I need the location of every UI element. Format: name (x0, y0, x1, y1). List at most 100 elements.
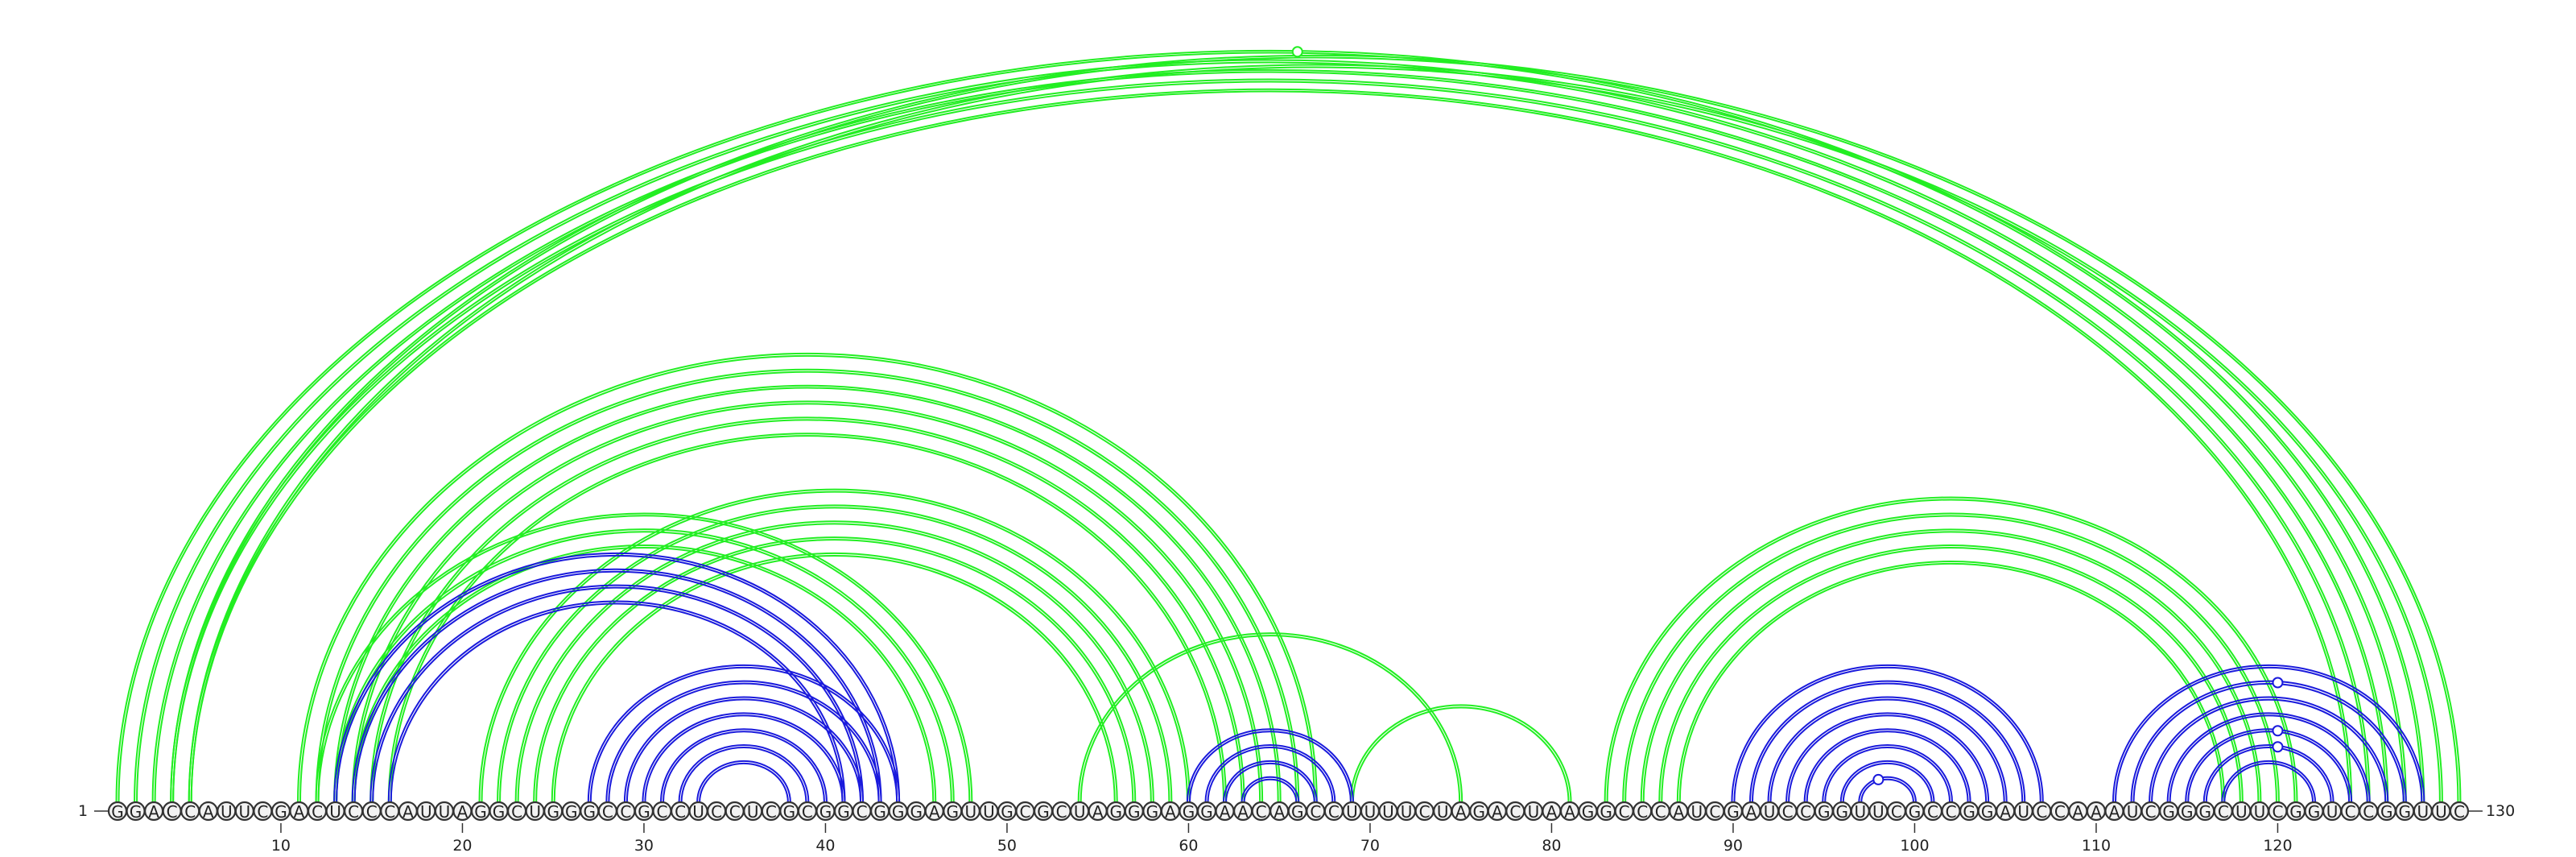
svg-text:C: C (1782, 802, 1794, 822)
svg-text:C: C (257, 802, 268, 822)
svg-text:G: G (2308, 802, 2321, 822)
nucleotide-65: A (1269, 801, 1290, 822)
base-pair-arc-5-129 (190, 66, 2441, 803)
nucleotide-46: A (924, 801, 944, 822)
svg-text:U: U (1437, 802, 1449, 822)
nucleotide-125: C (2359, 801, 2379, 822)
nucleotide-12: C (307, 801, 328, 822)
arc-marker-5 (2272, 677, 2284, 689)
svg-text:G: G (1836, 802, 1849, 822)
nucleotide-40: G (815, 801, 836, 822)
nucleotide-43: G (869, 801, 890, 822)
nucleotide-73: C (1414, 801, 1435, 822)
nucleotide-30: G (634, 801, 654, 822)
svg-text:C: C (511, 802, 522, 822)
svg-text:G: G (1582, 802, 1595, 822)
nucleotide-61: G (1196, 801, 1217, 822)
nucleotide-16: C (380, 801, 400, 822)
svg-text:C: C (766, 802, 777, 822)
base-pair-arc-83-121 (1606, 499, 2296, 803)
base-pair-arc-94-103 (1803, 728, 1971, 803)
base-pair-arc-13-65 (336, 387, 1279, 803)
svg-text:A: A (2000, 802, 2011, 822)
svg-text:U: U (1528, 802, 1540, 822)
svg-text:G: G (111, 802, 124, 822)
nucleotide-107: C (2032, 801, 2052, 822)
base-pair-arc-116-123 (2205, 747, 2332, 803)
svg-text:A: A (148, 802, 159, 822)
nucleotide-53: C (1051, 801, 1071, 822)
svg-text:A: A (2091, 802, 2102, 822)
nucleotide-51: C (1015, 801, 1035, 822)
base-pair-arc-21-60 (481, 491, 1188, 803)
sequence-start-label: 1 (78, 802, 88, 820)
nucleotide-87: A (1669, 801, 1689, 822)
svg-text:G: G (275, 802, 287, 822)
base-pair-arc-61-68 (1207, 747, 1334, 803)
nucleotide-62: A (1215, 801, 1235, 822)
nucleotide-66: G (1287, 801, 1307, 822)
base-pair-arc-60-69 (1186, 728, 1354, 803)
svg-text:A: A (2109, 802, 2120, 822)
svg-text:G: G (1909, 802, 1922, 822)
svg-text:C: C (2345, 802, 2356, 822)
nucleotide-92: U (1759, 801, 1780, 822)
nucleotide-4: C (162, 801, 182, 822)
svg-text:C: C (620, 802, 631, 822)
svg-text:C: C (1328, 802, 1340, 822)
svg-text:G: G (1473, 802, 1486, 822)
base-pair-arc-12-66 (317, 371, 1298, 803)
nucleotide-124: C (2340, 801, 2360, 822)
svg-text:G: G (2181, 802, 2194, 822)
svg-text:G: G (1146, 802, 1159, 822)
base-pair-arc-16-41 (390, 602, 844, 803)
base-pair-arc-84-120 (1624, 515, 2277, 803)
base-pair-arc-91-106 (1749, 680, 2026, 803)
base-pair-arc-29-42 (623, 696, 865, 803)
nucleotide-22: G (489, 801, 509, 822)
nucleotide-113: C (2140, 801, 2161, 822)
nucleotide-50: G (997, 801, 1018, 822)
svg-text:C: C (1310, 802, 1321, 822)
svg-text:A: A (1546, 802, 1558, 822)
arc-layer (117, 46, 2462, 803)
nucleotide-83: G (1596, 801, 1616, 822)
base-pair-arc-27-44 (587, 664, 901, 803)
svg-text:U: U (1764, 802, 1776, 822)
base-pair-arc-14-43 (353, 570, 880, 803)
svg-text:C: C (1655, 802, 1666, 822)
nucleotide-38: G (779, 801, 799, 822)
svg-text:U: U (420, 802, 432, 822)
svg-text:A: A (2073, 802, 2084, 822)
nucleotide-122: G (2304, 801, 2324, 822)
svg-text:G: G (1200, 802, 1213, 822)
svg-text:U: U (2235, 802, 2248, 822)
svg-text:G: G (1981, 802, 1994, 822)
base-pair-arc-13-44 (336, 554, 898, 803)
base-pair-arc-95-102 (1824, 747, 1951, 803)
nucleotide-121: G (2285, 801, 2306, 822)
svg-text:U: U (1854, 802, 1866, 822)
nucleotide-74: U (1433, 801, 1453, 822)
nucleotide-96: G (1832, 801, 1852, 822)
nucleotide-103: G (1959, 801, 1979, 822)
nucleotide-129: U (2431, 801, 2451, 822)
svg-text:U: U (2017, 802, 2029, 822)
base-pair-arc-15-42 (372, 586, 862, 803)
base-pair-arc-28-43 (605, 680, 882, 803)
tick-label-10: 10 (271, 837, 291, 855)
base-pair-arc-111-128 (2115, 666, 2423, 803)
base-pair-arc-113-126 (2151, 698, 2387, 803)
base-pair-arc-61-68 (1204, 744, 1336, 803)
nucleotide-130: C (2449, 801, 2470, 822)
svg-text:A: A (402, 802, 414, 822)
base-pair-arc-87-117 (1678, 562, 2223, 803)
nucleotide-35: C (724, 801, 745, 822)
base-pair-arc-96-101 (1842, 762, 1933, 803)
svg-text:U: U (1872, 802, 1885, 822)
svg-text:G: G (493, 802, 506, 822)
svg-text:U: U (1382, 802, 1394, 822)
